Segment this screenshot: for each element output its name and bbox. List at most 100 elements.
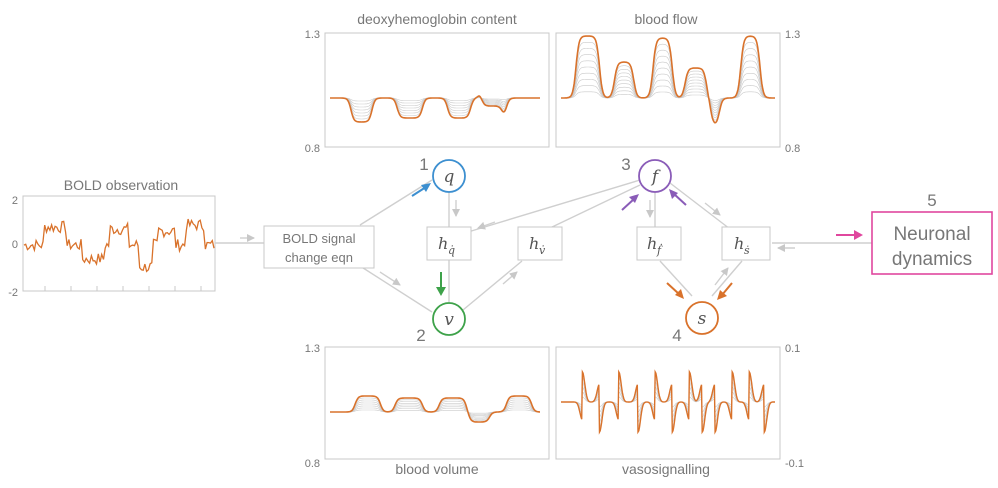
volume-ymin: 0.8 — [305, 458, 320, 470]
h-v-sub: v̇ — [539, 244, 546, 257]
arrow-purple-left-head — [629, 194, 639, 203]
h-q-sub: q̇ — [448, 244, 455, 257]
arrow-purple-right — [673, 193, 687, 206]
connector-v-hv — [462, 260, 523, 311]
arrow-eqn-v — [379, 271, 401, 286]
connector-hs-s — [711, 260, 743, 297]
node-f: f 3 — [621, 155, 672, 193]
vaso-ymax: 0.1 — [785, 343, 800, 355]
volume-ymax: 1.3 — [305, 343, 320, 355]
arrow-f-hq — [477, 221, 496, 230]
f-number: 3 — [621, 155, 630, 174]
bold-axis-ticks — [44, 286, 202, 291]
flow-grey-line — [561, 85, 775, 104]
arrow-orange-left — [666, 282, 680, 295]
s-circle — [685, 301, 719, 335]
deoxy-panel-title: deoxyhemoglobin content — [357, 11, 517, 27]
node-q: q 1 — [419, 155, 466, 193]
flow-grey-line — [561, 79, 775, 106]
neuronal-line-2: dynamics — [892, 249, 972, 270]
flow-panel-frame — [555, 32, 781, 148]
flow-orange-trace — [561, 35, 775, 124]
volume-grey-line — [330, 397, 540, 421]
arrow-orange-right-head — [717, 290, 727, 300]
arrow-purple-left — [621, 198, 635, 211]
node-v: v 2 — [416, 302, 466, 345]
vaso-ymin: -0.1 — [785, 458, 804, 470]
arrow-green-head — [436, 287, 446, 296]
f-circle — [638, 159, 672, 193]
diagram-connectors — [215, 179, 872, 313]
blood-flow-panel: blood flow 1.3 0.8 — [555, 11, 800, 155]
h-v-box: h v̇ — [517, 226, 563, 261]
s-symbol: s — [698, 309, 707, 329]
bold-signal-eqn-box: BOLD signal change eqn — [263, 225, 375, 269]
h-v-frame — [517, 226, 563, 261]
blood-volume-panel: 1.3 0.8 blood volume — [305, 343, 550, 477]
arrow-v-hv — [502, 271, 518, 285]
q-circle — [432, 159, 466, 193]
h-v-base: h — [529, 234, 539, 253]
bold-tick-top: 2 — [12, 195, 18, 207]
neuronal-line-1: Neuronal — [893, 224, 970, 245]
arrow-orange-left-head — [675, 289, 684, 299]
v-number: 2 — [416, 326, 425, 345]
bold-observation-panel: BOLD observation 2 0 -2 — [8, 177, 216, 299]
h-s-frame — [721, 226, 771, 261]
flow-grey-line — [561, 66, 775, 111]
q-symbol: q — [444, 167, 455, 187]
deoxy-panel-frame — [324, 32, 550, 148]
h-f-frame — [636, 226, 682, 261]
neuronal-number: 5 — [927, 191, 936, 210]
arrow-purple-right-head — [669, 189, 678, 199]
bold-panel-frame — [22, 195, 216, 292]
h-s-base: h — [734, 234, 744, 253]
connector-hf-s — [659, 260, 693, 297]
bold-eqn-frame — [263, 225, 375, 269]
f-symbol: f — [650, 167, 661, 187]
vaso-panel-frame — [555, 346, 781, 460]
arrow-f-hs — [704, 202, 721, 216]
node-s: s 4 — [672, 301, 719, 345]
v-circle — [432, 302, 466, 336]
volume-panel-title: blood volume — [395, 461, 478, 477]
h-q-box: h q̇ — [426, 226, 472, 261]
volume-panel-frame — [324, 346, 550, 460]
q-number: 1 — [419, 155, 428, 174]
deoxy-ymax: 1.3 — [305, 29, 320, 41]
h-f-box: h ḟ — [636, 226, 682, 261]
arrow-pink-head — [854, 230, 863, 240]
bold-eqn-line-2: change eqn — [285, 250, 353, 265]
deoxyhemoglobin-panel: deoxyhemoglobin content 1.3 0.8 — [305, 11, 550, 155]
neuronal-frame — [871, 211, 993, 275]
arrow-blue-head — [421, 183, 431, 192]
connector-f-hs — [669, 182, 731, 230]
vaso-panel-title: vasosignalling — [622, 461, 710, 477]
vasosignalling-panel: 0.1 -0.1 vasosignalling — [555, 343, 804, 477]
volume-orange-trace — [330, 395, 540, 423]
arrow-orange-right — [721, 282, 733, 296]
flow-panel-title: blood flow — [634, 11, 698, 27]
flow-ymin: 0.8 — [785, 143, 800, 155]
h-s-sub: ṡ — [744, 244, 750, 257]
coloured-arrows — [411, 183, 863, 300]
h-q-frame — [426, 226, 472, 261]
connector-hv-f — [549, 184, 641, 229]
neuronal-dynamics-box: 5 Neuronal dynamics — [871, 191, 993, 275]
deoxy-grey-traces — [330, 95, 540, 123]
flow-ymax: 1.3 — [785, 29, 800, 41]
v-symbol: v — [444, 310, 454, 330]
h-f-base: h — [647, 234, 657, 253]
flow-grey-line — [561, 91, 775, 101]
h-f-sub: ḟ — [656, 242, 663, 257]
bold-tick-mid: 0 — [12, 239, 18, 251]
h-q-base: h — [438, 234, 448, 253]
flow-grey-line — [561, 60, 775, 114]
bold-eqn-line-1: BOLD signal — [283, 231, 356, 246]
deoxy-orange-trace — [330, 95, 540, 123]
connector-hq-f — [467, 179, 641, 233]
vaso-orange-trace — [561, 369, 775, 435]
flow-grey-line — [561, 72, 775, 109]
deoxy-ymin: 0.8 — [305, 143, 320, 155]
